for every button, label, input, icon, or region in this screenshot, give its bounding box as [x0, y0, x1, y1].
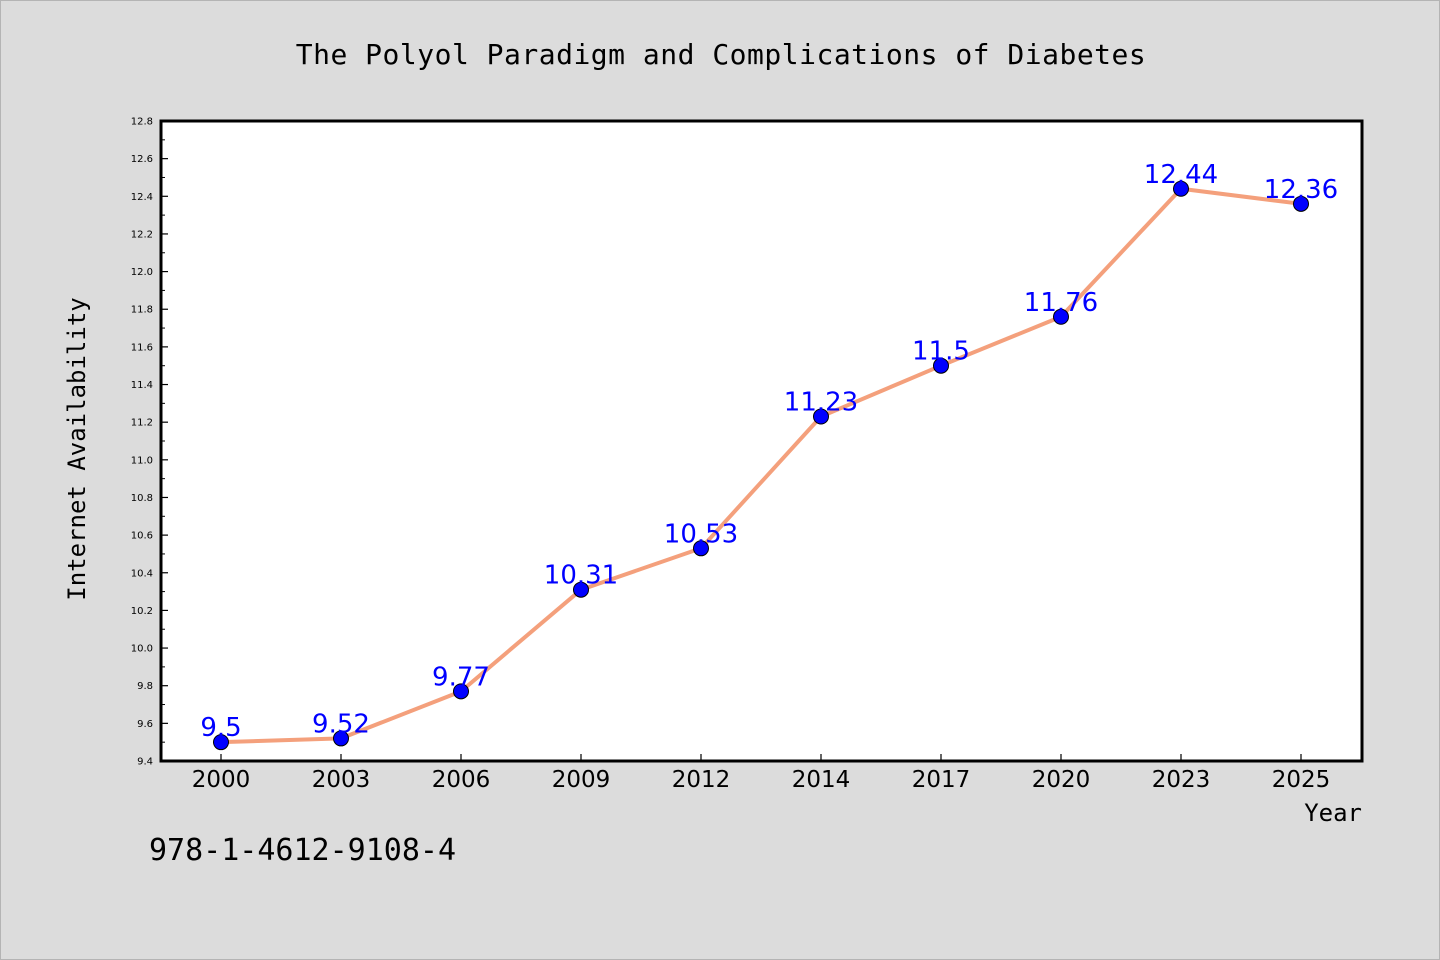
data-point	[573, 581, 589, 598]
y-tick-label: 11.8	[131, 305, 153, 316]
y-tick-label: 11.0	[131, 455, 153, 466]
y-tick-label: 11.4	[131, 380, 153, 391]
data-point	[1053, 308, 1069, 325]
data-label: 11.76	[1024, 288, 1098, 318]
data-label: 12.44	[1144, 160, 1218, 190]
y-tick-label: 10.8	[131, 493, 153, 504]
data-point	[1173, 180, 1189, 197]
data-point	[213, 734, 229, 751]
x-tick-label: 2017	[912, 767, 971, 793]
x-tick-label: 2012	[672, 767, 731, 793]
data-label: 9.52	[312, 709, 370, 739]
y-tick-label: 12.6	[131, 154, 153, 165]
y-tick-label: 10.2	[131, 606, 153, 617]
y-tick-label: 11.6	[131, 342, 153, 353]
y-tick-label: 12.8	[131, 117, 153, 128]
y-axis: 9.4 9.6 9.8 10.0 10.2 10.4 10.6 10.8 11.0 11.2 11.…	[131, 117, 168, 768]
y-tick-label: 12.2	[131, 229, 153, 240]
data-point	[933, 357, 949, 374]
x-tick-label: 2003	[312, 767, 371, 793]
x-tick-label: 2025	[1272, 767, 1331, 793]
footnote-isbn: 978-1-4612-9108-4	[149, 833, 457, 868]
x-axis: 2000 2003 2006 2009 2012 2014 2017 2020 2023 2025	[192, 754, 1331, 793]
x-tick-label: 2000	[192, 767, 251, 793]
data-point	[693, 540, 709, 557]
data-label: 10.53	[664, 519, 738, 549]
data-label: 11.5	[912, 337, 970, 367]
data-point	[813, 408, 829, 425]
chart-title: The Polyol Paradigm and Complications of…	[296, 38, 1147, 71]
data-point	[453, 683, 469, 700]
y-tick-label: 10.4	[131, 568, 153, 579]
y-axis-title: Internet Availability	[63, 297, 91, 600]
plot-area	[161, 121, 1362, 761]
y-tick-label: 10.0	[131, 644, 153, 655]
series-line	[219, 186, 1303, 745]
x-tick-label: 2023	[1152, 767, 1211, 793]
data-label: 11.23	[784, 388, 858, 418]
y-tick-label: 12.4	[131, 192, 153, 203]
data-label: 10.31	[544, 561, 618, 591]
x-axis-title: Year	[1304, 799, 1362, 827]
y-tick-label: 11.2	[131, 418, 153, 429]
x-tick-label: 2014	[792, 767, 851, 793]
x-tick-label: 2020	[1032, 767, 1091, 793]
data-label: 9.77	[432, 662, 490, 692]
data-point	[1293, 195, 1309, 212]
y-tick-label: 9.8	[137, 681, 153, 692]
x-tick-label: 2009	[552, 767, 611, 793]
y-tick-label: 9.6	[137, 719, 153, 730]
y-tick-label: 10.6	[131, 531, 153, 542]
y-tick-label: 9.4	[137, 757, 153, 768]
y-tick-label: 12.0	[131, 267, 153, 278]
data-point	[333, 730, 349, 747]
plot-content: 9.5 9.52 9.77 10.31 10.53 11.23 11.5 11.76 12.44…	[200, 160, 1338, 751]
data-label: 12.36	[1264, 175, 1338, 205]
x-tick-label: 2006	[432, 767, 491, 793]
data-label: 9.5	[200, 713, 241, 743]
